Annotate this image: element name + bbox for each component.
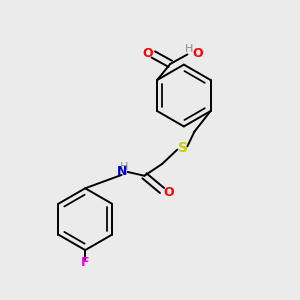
Text: H: H <box>185 44 193 54</box>
Text: F: F <box>81 256 89 269</box>
Text: O: O <box>142 47 153 60</box>
Text: S: S <box>178 141 188 155</box>
Text: O: O <box>163 186 174 199</box>
Text: O: O <box>193 47 203 60</box>
Text: N: N <box>117 165 128 178</box>
Text: H: H <box>120 162 128 172</box>
